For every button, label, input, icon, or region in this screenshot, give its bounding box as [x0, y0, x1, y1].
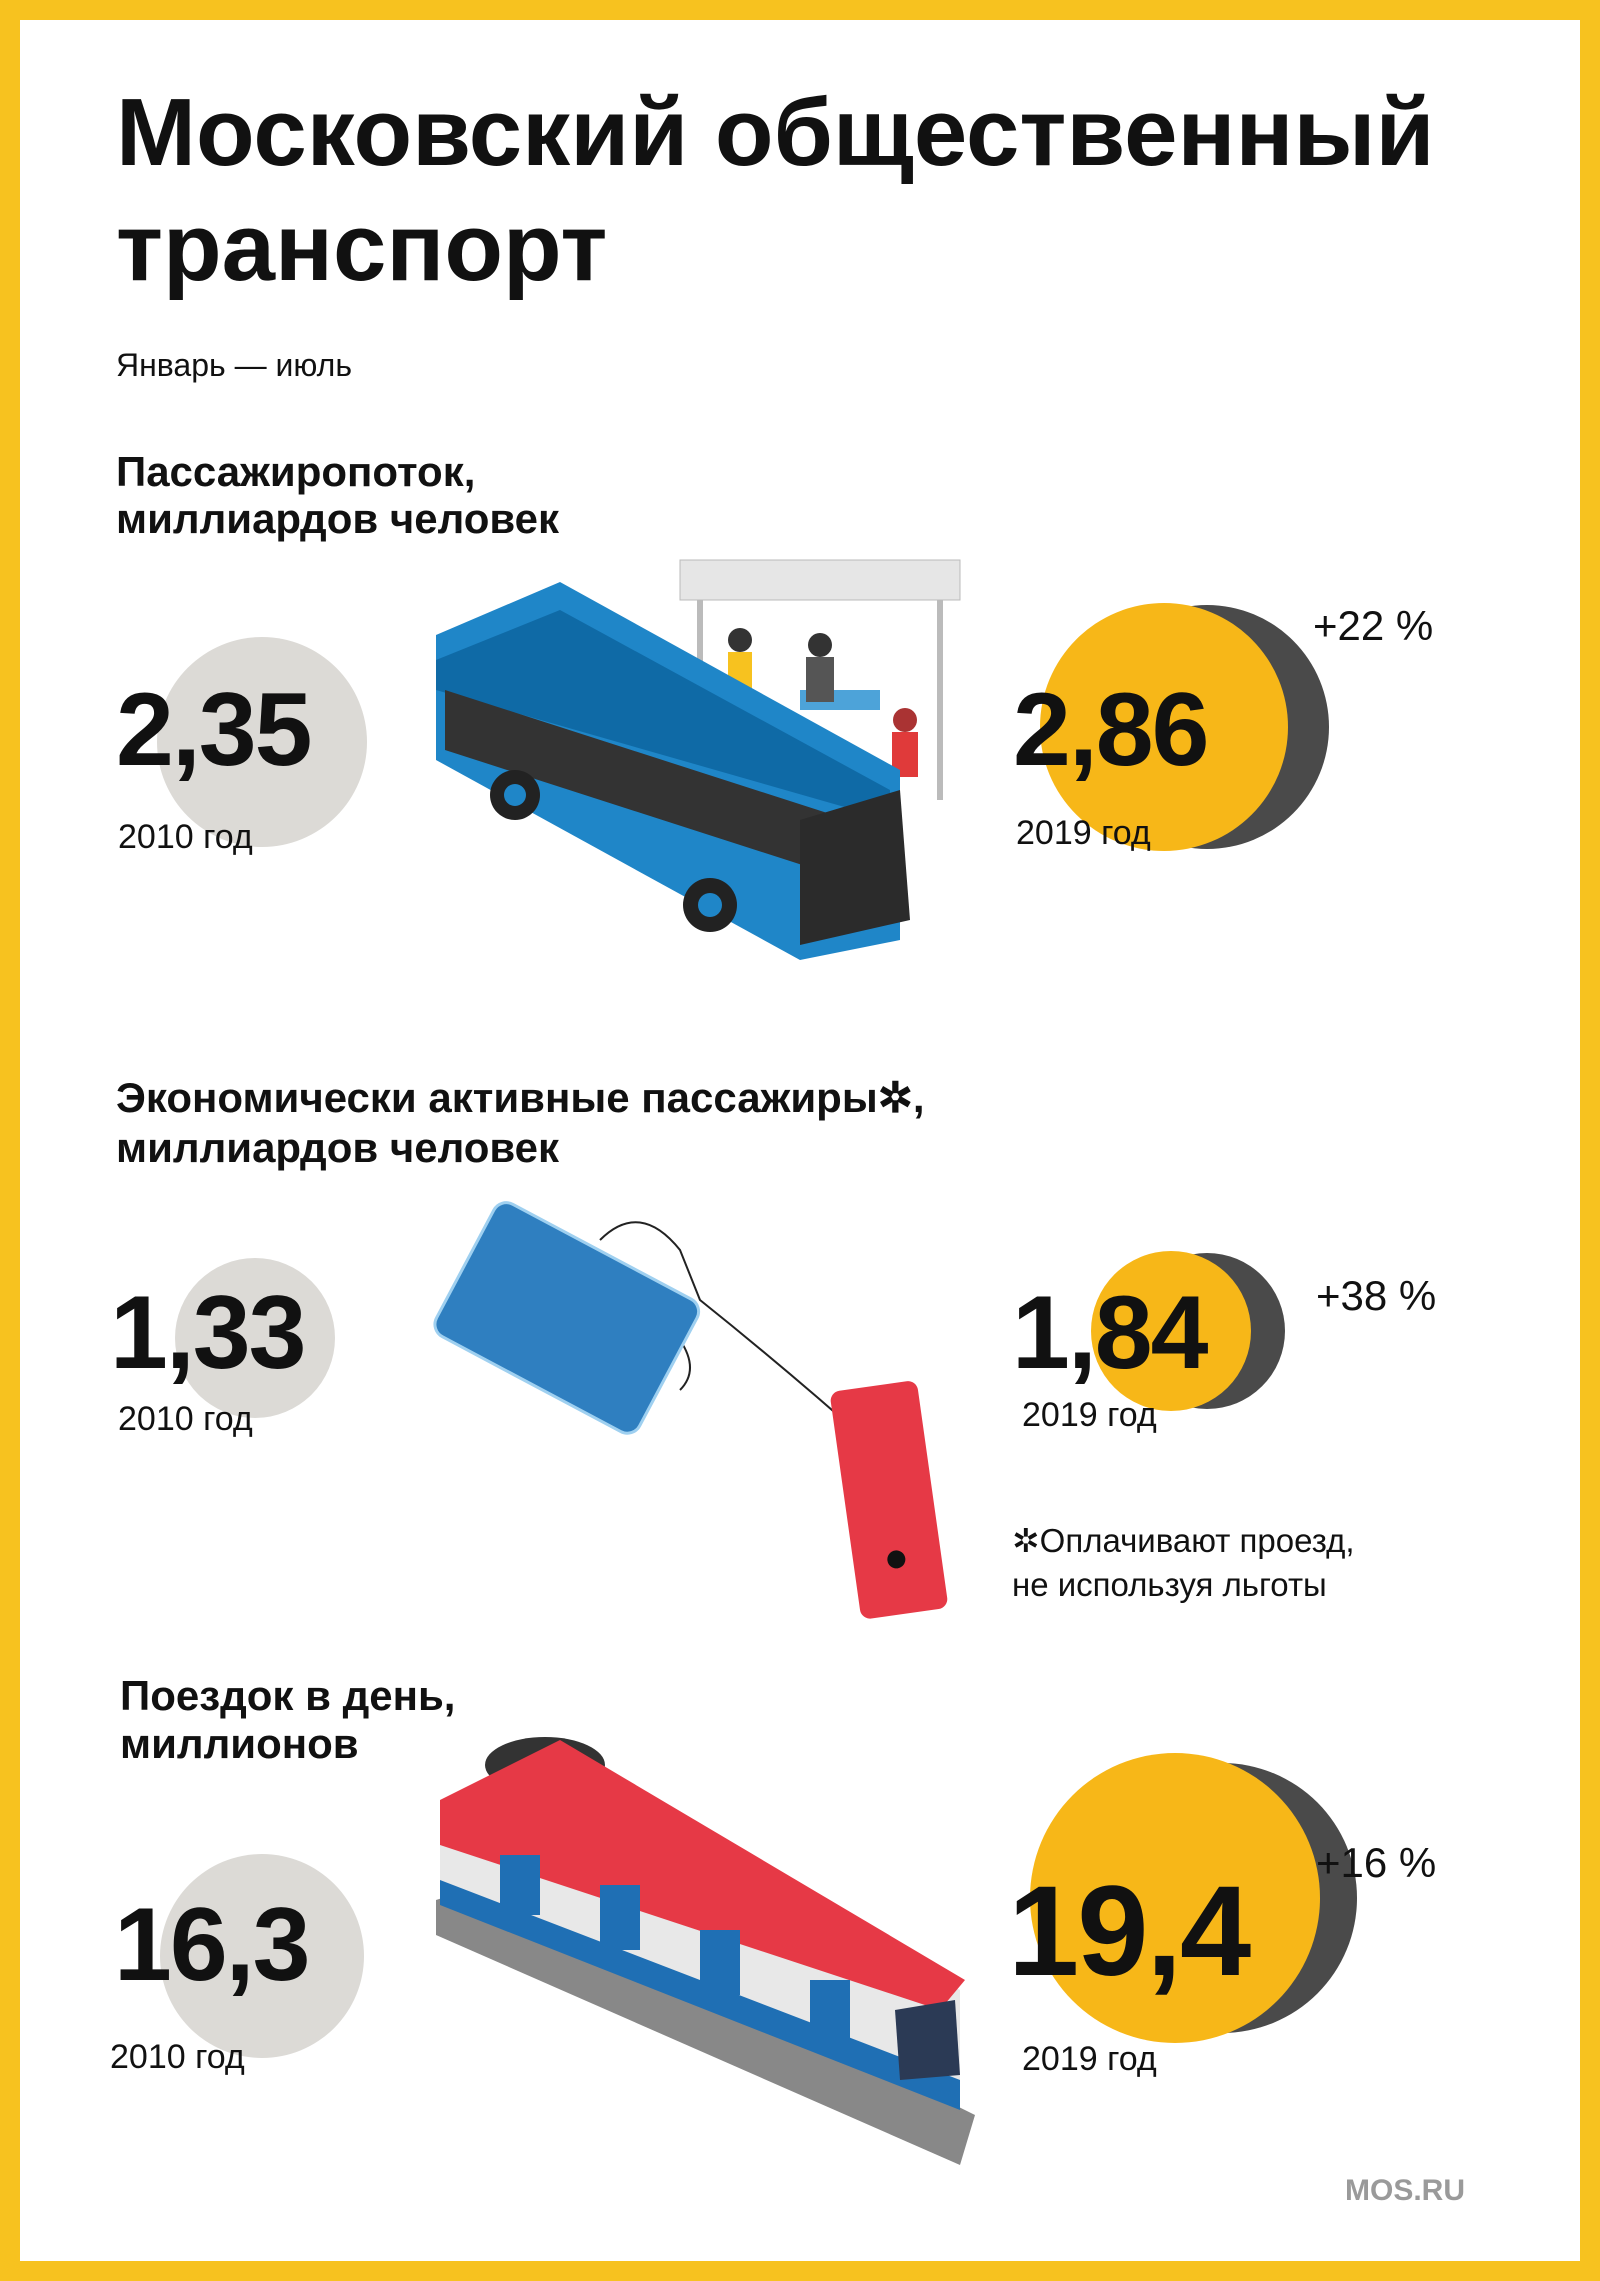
- section-heading: миллиардов человек: [116, 495, 560, 542]
- year-before: 2010 год: [110, 2038, 245, 2076]
- year-after: 2019 год: [1022, 2040, 1157, 2078]
- subtitle: Январь — июль: [116, 347, 352, 383]
- change: +16 %: [1316, 1839, 1436, 1886]
- value-before: 16,3: [114, 1887, 308, 2003]
- source: MOS.RU: [1345, 2174, 1465, 2207]
- year-after: 2019 год: [1022, 1396, 1157, 1434]
- change: +38 %: [1316, 1272, 1436, 1319]
- footnote: ✲Оплачивают проезд,: [1012, 1522, 1355, 1559]
- circles: [157, 603, 1357, 2058]
- year-before: 2010 год: [118, 818, 253, 856]
- title-line: транспорт: [116, 194, 607, 301]
- train-illustration: [436, 1737, 975, 2165]
- section-heading: миллиардов человек: [116, 1124, 560, 1171]
- year-before: 2010 год: [118, 1400, 253, 1438]
- year-after: 2019 год: [1016, 814, 1151, 852]
- section-heading: Экономически активные пассажиры✲,: [116, 1074, 925, 1121]
- value-after: 2,86: [1013, 672, 1207, 788]
- section-heading: миллионов: [120, 1720, 359, 1767]
- section-heading: Поездок в день,: [120, 1672, 455, 1719]
- value-after: 1,84: [1012, 1275, 1209, 1391]
- change: +22 %: [1313, 602, 1433, 649]
- footnote: не используя льготы: [1012, 1566, 1327, 1603]
- value-after: 19,4: [1008, 1860, 1251, 2003]
- bus-illustration: [436, 559, 961, 960]
- value-before: 1,33: [110, 1275, 304, 1391]
- card-illustration: [433, 1201, 948, 1619]
- title-line: Московский общественный: [116, 79, 1435, 186]
- section-heading: Пассажиропоток,: [116, 448, 475, 495]
- value-before: 2,35: [116, 672, 310, 788]
